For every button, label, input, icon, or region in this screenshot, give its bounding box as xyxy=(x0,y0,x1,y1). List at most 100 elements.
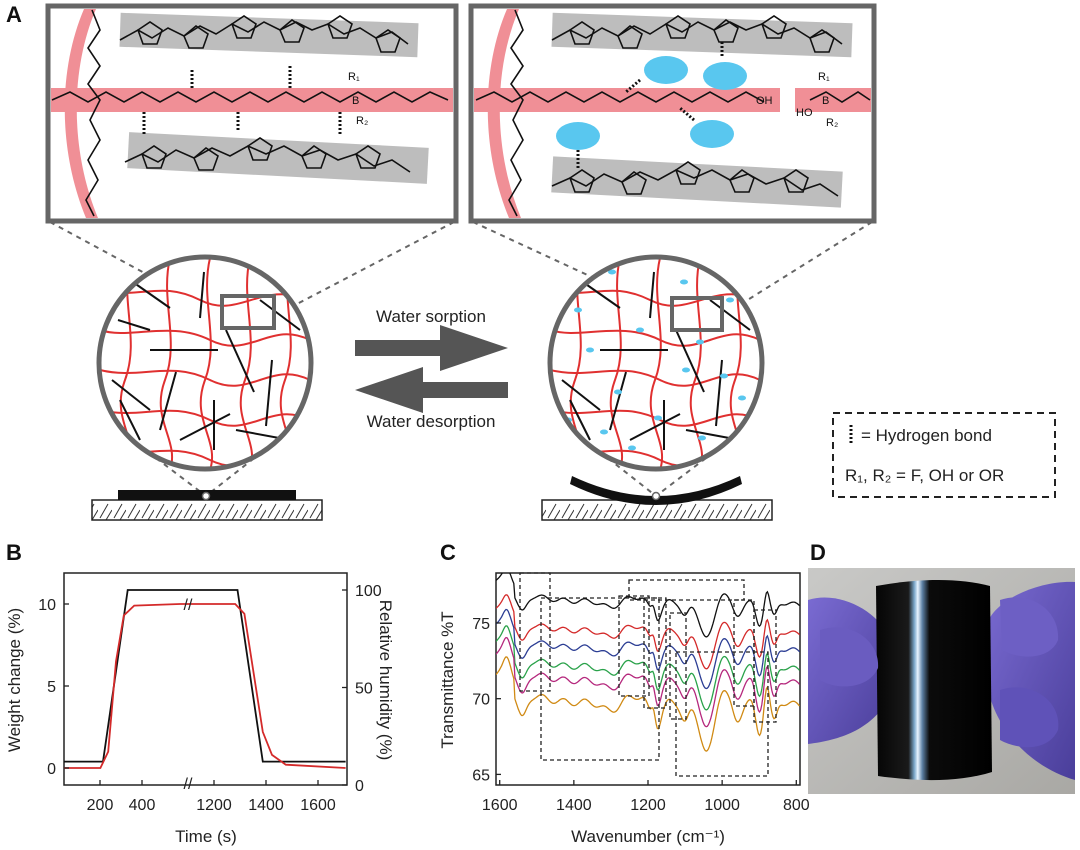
molecular-box-dry: B R₁ R₂ xyxy=(45,3,459,224)
ho-label: HO xyxy=(796,107,813,119)
desorption-arrow xyxy=(355,367,508,413)
desorption-label: Water desorption xyxy=(367,412,496,431)
sorption-arrow xyxy=(355,325,508,371)
y-left-tick-label: 10 xyxy=(38,597,56,614)
polypyrrole-band-top-wet xyxy=(551,12,853,58)
r1-label-wet: R₁ xyxy=(818,71,830,83)
molecular-box-wet: OH HO B R₁ R₂ xyxy=(468,3,877,224)
break-mark-top: // xyxy=(184,597,193,614)
cleaved-chain-wet xyxy=(809,91,871,103)
x-tick-label-c: 1600 xyxy=(482,797,518,814)
sorption-label: Water sorption xyxy=(376,307,486,326)
water-molecule xyxy=(556,122,600,150)
zoom-point-wet xyxy=(651,491,661,501)
x-tick-label: 200 xyxy=(87,797,114,814)
panel-c-letter: C xyxy=(440,540,456,565)
substrate-block xyxy=(91,499,323,521)
band-box xyxy=(675,651,769,777)
black-film xyxy=(876,580,992,781)
water-molecule xyxy=(644,56,688,84)
boron-label: B xyxy=(352,95,359,107)
ticks-group-c: 1600 1400 1200 1000 800 65 70 75 xyxy=(472,616,810,814)
x-axis-label-b: Time (s) xyxy=(175,827,237,846)
band-box xyxy=(753,609,777,723)
pyrrole-chain-bottom xyxy=(124,137,411,173)
spectrum-line xyxy=(496,636,800,728)
x-tick-label: 1400 xyxy=(248,797,284,814)
backbone-chain-wet xyxy=(475,91,765,103)
r-legend-label: R₁, R₂ = F, OH or OR xyxy=(845,466,1004,485)
crosslink-chain-wet xyxy=(508,9,524,217)
panel-a: A xyxy=(6,2,1056,521)
r1-label: R₁ xyxy=(348,71,360,83)
glove-finger xyxy=(1000,597,1059,657)
band-box xyxy=(669,612,687,720)
pyrrole-chain-top xyxy=(119,15,409,53)
y-left-tick-label: 0 xyxy=(47,761,56,778)
panel-d-letter: D xyxy=(810,540,826,565)
crosslink-band-wet xyxy=(487,9,521,218)
r2-label-wet: R₂ xyxy=(826,117,838,129)
y-tick-label-c: 70 xyxy=(472,692,490,709)
y-tick-label-c: 75 xyxy=(472,616,490,633)
water-molecule xyxy=(690,120,734,148)
network-strands-dry xyxy=(99,257,311,469)
pyrrole-chain-bottom-wet xyxy=(551,161,839,197)
x-tick-label-c: 1200 xyxy=(630,797,666,814)
x-tick-label: 400 xyxy=(129,797,156,814)
spectrum-line xyxy=(496,656,800,752)
crosslink-band xyxy=(64,9,98,218)
band-box xyxy=(540,597,660,761)
network-circle-dry xyxy=(96,254,314,472)
x-axis-label-c: Wavenumber (cm⁻¹) xyxy=(571,827,725,846)
plot-frame-b xyxy=(63,572,348,786)
x-tick-label-c: 1400 xyxy=(556,797,592,814)
panel-a-legend: = Hydrogen bond R₁, R₂ = F, OH or OR xyxy=(832,412,1056,498)
panel-a-letter: A xyxy=(6,2,22,27)
y-right-tick-label: 0 xyxy=(355,778,364,795)
series-line-b xyxy=(64,589,346,763)
panel-d: D xyxy=(808,540,1075,794)
water-molecules xyxy=(556,56,747,150)
network-circle-wet xyxy=(547,254,765,472)
network-circle-fill-wet xyxy=(550,257,762,469)
band-highlight-boxes xyxy=(519,572,777,777)
hbond-legend-label: = Hydrogen bond xyxy=(861,426,992,445)
r2-label: R₂ xyxy=(356,115,368,127)
boron-label-wet: B xyxy=(822,95,829,107)
y-right-tick-label: 100 xyxy=(355,583,382,600)
polypyrrole-band-top xyxy=(119,12,419,58)
band-box xyxy=(618,595,650,697)
crosslink-chain xyxy=(85,9,101,217)
panel-b-letter: B xyxy=(6,540,22,565)
photo-film-held xyxy=(808,568,1075,794)
y-left-tick-label: 5 xyxy=(47,679,56,696)
band-box xyxy=(519,572,551,692)
x-tick-label-c: 1000 xyxy=(704,797,740,814)
polypyrrole-band-bottom xyxy=(127,132,429,184)
spectrum-line xyxy=(496,625,800,711)
y-tick-label-c: 65 xyxy=(472,767,490,784)
film-bent xyxy=(570,476,742,505)
hydrogen-bonds-wet xyxy=(576,42,724,168)
zoom-box-dry xyxy=(220,294,276,330)
network-circle-frame xyxy=(96,254,314,472)
band-box xyxy=(628,579,745,601)
oh-end-label: OH xyxy=(756,95,773,107)
zoom-point xyxy=(201,491,211,501)
pyrrole-chain-top-wet xyxy=(551,15,843,53)
panel-c: C 1600 1400 1200 1000 800 65 70 75 Wavenumber (… xyxy=(438,540,810,846)
glove-finger xyxy=(1000,687,1059,748)
network-circle-fill xyxy=(99,257,311,469)
spectrum-line xyxy=(496,594,800,670)
x-tick-label-c: 800 xyxy=(783,797,810,814)
hydrogen-bonds-dry xyxy=(142,66,342,134)
spectrum-line xyxy=(496,573,800,638)
backbone-chain xyxy=(51,91,449,103)
y-axis-right-label-b: Relative humidity (%) xyxy=(376,600,395,761)
series-group-c xyxy=(496,573,800,752)
series-group-b xyxy=(64,589,346,769)
